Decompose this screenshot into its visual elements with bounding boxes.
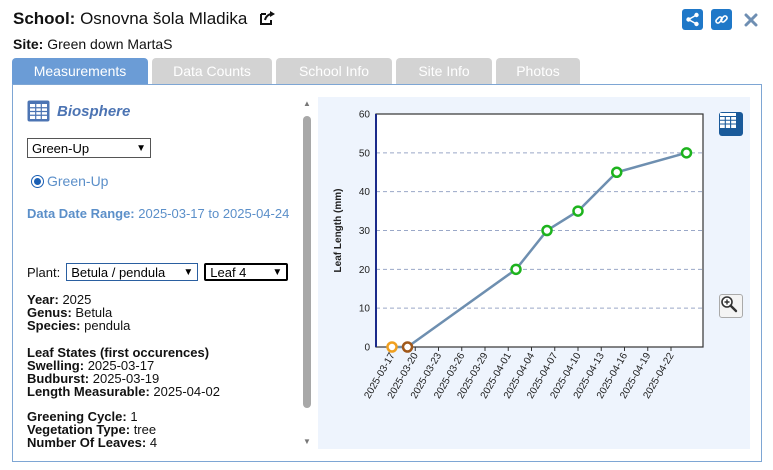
link-button[interactable] (711, 9, 732, 30)
leaf-states-heading: Leaf States (first occurences) (27, 346, 220, 359)
share-icon (685, 12, 700, 27)
species-label: Species: (27, 318, 81, 333)
y-tick-label: 0 (364, 343, 370, 354)
leaf-states: Leaf States (first occurences) Swelling:… (27, 346, 220, 398)
data-table-button[interactable] (719, 112, 743, 136)
greening-value: 1 (130, 409, 138, 424)
data-point (541, 224, 553, 237)
data-point (572, 205, 584, 217)
site-line: Site: Green down MartaS (13, 36, 173, 52)
budburst-label: Budburst: (27, 371, 90, 386)
genus-line: Genus: Betula (27, 306, 130, 319)
y-tick-label: 10 (359, 304, 371, 315)
y-tick-label: 30 (359, 226, 371, 237)
chevron-down-icon: ▼ (183, 266, 194, 278)
genus-value: Betula (75, 305, 113, 320)
swelling-label: Swelling: (27, 358, 85, 373)
data-point (401, 341, 414, 353)
header-actions (682, 9, 761, 30)
protocol-select-value: Green-Up (32, 140, 90, 156)
link-icon (714, 12, 729, 27)
y-axis-label: Leaf Length (mm) (333, 189, 344, 273)
close-button[interactable] (740, 9, 761, 30)
chevron-down-icon: ▼ (136, 142, 146, 154)
budburst-line: Budburst: 2025-03-19 (27, 372, 220, 385)
date-range-value: 2025-03-17 to 2025-04-24 (138, 206, 290, 221)
school-title: School: Osnovna šola Mladika (13, 9, 276, 31)
tab-site-info[interactable]: Site Info (396, 58, 492, 84)
year-value: 2025 (62, 292, 92, 307)
year-label: Year: (27, 292, 59, 307)
length-line: Length Measurable: 2025-04-02 (27, 385, 220, 398)
protocol-header: Biosphere (27, 100, 130, 122)
vegetation-label: Vegetation Type: (27, 422, 131, 437)
length-label: Length Measurable: (27, 384, 150, 399)
data-point (510, 263, 522, 276)
leaves-value: 4 (149, 435, 158, 450)
plant-select-value: Betula / pendula (71, 264, 166, 280)
tab-data-counts[interactable]: Data Counts (152, 58, 272, 84)
scroll-up-icon[interactable]: ▲ (303, 99, 311, 108)
plant-row: Plant: Betula / pendula ▼ Leaf 4 ▼ (27, 263, 289, 281)
swelling-line: Swelling: 2025-03-17 (27, 359, 220, 372)
radio-selected-icon (31, 174, 44, 188)
school-label: School: (13, 9, 76, 28)
tab-school-info[interactable]: School Info (276, 58, 392, 84)
chevron-down-icon: ▼ (272, 266, 283, 278)
table-icon (27, 100, 50, 122)
green-up-radio[interactable]: Green-Up (31, 173, 108, 189)
tab-measurements[interactable]: Measurements (12, 58, 148, 84)
scrollbar[interactable]: ▲ ▼ (302, 99, 312, 447)
cycle-info: Greening Cycle: 1 Vegetation Type: tree … (27, 410, 157, 449)
share-button[interactable] (682, 9, 703, 30)
leaves-label: Number Of Leaves: (27, 435, 147, 450)
budburst-value: 2025-03-19 (92, 371, 160, 386)
leaf-select[interactable]: Leaf 4 ▼ (204, 263, 289, 281)
leaf-select-value: Leaf 4 (210, 264, 247, 280)
greening-label: Greening Cycle: (27, 409, 127, 424)
school-name: Osnovna šola Mladika (80, 9, 248, 28)
measurements-panel: Biosphere Green-Up ▼ Green-Up Data Date … (12, 84, 762, 462)
y-tick-label: 50 (359, 148, 371, 159)
scroll-thumb[interactable] (303, 116, 311, 408)
tab-bar: Measurements Data Counts School Info Sit… (12, 58, 584, 84)
year-line: Year: 2025 (27, 293, 130, 306)
date-range: Data Date Range: 2025-03-17 to 2025-04-2… (27, 203, 302, 224)
date-range-label: Data Date Range: (27, 206, 135, 221)
greening-line: Greening Cycle: 1 (27, 410, 157, 423)
swelling-value: 2025-03-17 (87, 358, 155, 373)
genus-label: Genus: (27, 305, 72, 320)
leaves-line: Number Of Leaves: 4 (27, 436, 157, 449)
protocol-title: Biosphere (57, 102, 131, 120)
protocol-select[interactable]: Green-Up ▼ (27, 138, 151, 158)
plant-info: Year: 2025 Genus: Betula Species: pendul… (27, 293, 130, 332)
y-tick-label: 60 (359, 110, 371, 121)
close-icon (744, 13, 758, 27)
species-value: pendula (84, 318, 131, 333)
y-tick-label: 20 (359, 265, 371, 276)
data-point (386, 341, 398, 353)
site-label: Site: (13, 36, 44, 52)
vegetation-line: Vegetation Type: tree (27, 423, 157, 436)
length-value: 2025-04-02 (153, 384, 220, 399)
tab-photos[interactable]: Photos (496, 58, 580, 84)
plant-label: Plant: (27, 264, 61, 280)
protocol-details: Biosphere Green-Up ▼ Green-Up Data Date … (14, 86, 302, 460)
scroll-down-icon[interactable]: ▼ (303, 437, 311, 446)
y-tick-label: 40 (359, 187, 371, 198)
chart-container: 0 10 20 30 40 50 60 Leaf Length (mm) 2025-03-17 2… (318, 97, 750, 449)
data-point (680, 147, 693, 159)
zoom-button[interactable] (719, 294, 743, 318)
leaf-states-heading-text: Leaf States (first occurences) (27, 345, 210, 360)
data-point (611, 166, 623, 178)
site-name: Green down MartaS (47, 36, 173, 52)
species-line: Species: pendula (27, 319, 130, 332)
radio-label: Green-Up (47, 173, 109, 189)
external-link-icon[interactable] (258, 10, 276, 31)
plant-select[interactable]: Betula / pendula ▼ (66, 263, 199, 281)
vegetation-value: tree (133, 422, 157, 437)
